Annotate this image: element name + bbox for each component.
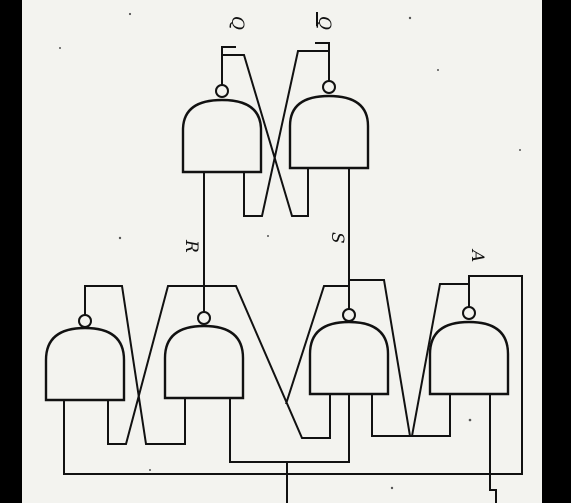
- wire-crossfeed-q: [222, 54, 309, 217]
- output-nand-gate-q-bar: [288, 94, 370, 170]
- label-q: Q: [227, 16, 247, 30]
- input-nand-gate-1: [44, 326, 126, 402]
- label-s: S: [327, 232, 347, 244]
- input-nand-gate-2: [163, 324, 245, 400]
- wire-cross-gate1-gate2: [84, 285, 186, 445]
- label-r: R: [181, 239, 201, 253]
- wire-cross-gate3-gate4: [349, 279, 451, 437]
- wire-gate4-output: [489, 394, 497, 503]
- input-nand-gate-3: [308, 320, 390, 396]
- inverter-bubble-gate-3: [342, 308, 356, 322]
- label-a: A: [467, 248, 487, 262]
- label-q-bar: Q: [314, 16, 334, 30]
- inverter-bubble-gate-4: [462, 306, 476, 320]
- inverter-bubble-gate-2: [197, 311, 211, 325]
- inverter-bubble-q-bar: [322, 80, 336, 94]
- wire-cross-r-gate3: [204, 285, 331, 439]
- wire-q-bar-output: [315, 42, 330, 81]
- input-nand-gate-4: [428, 320, 510, 396]
- wire-a-input: [468, 275, 523, 475]
- wire-q-output: [221, 46, 236, 85]
- wire-cross-s-partial: [285, 285, 349, 405]
- wire-crossfeed-q-bar: [243, 50, 329, 217]
- scan-noise: [59, 12, 521, 490]
- wire-bus-middle: [229, 394, 350, 463]
- output-nand-gate-q: [181, 98, 263, 174]
- inverter-bubble-gate-1: [78, 314, 92, 328]
- wire-cross-gate2-gate1: [107, 285, 204, 445]
- inverter-bubble-q: [215, 84, 229, 98]
- wire-bus-left: [63, 400, 287, 475]
- wire-cross-gate4-gate3: [371, 283, 469, 437]
